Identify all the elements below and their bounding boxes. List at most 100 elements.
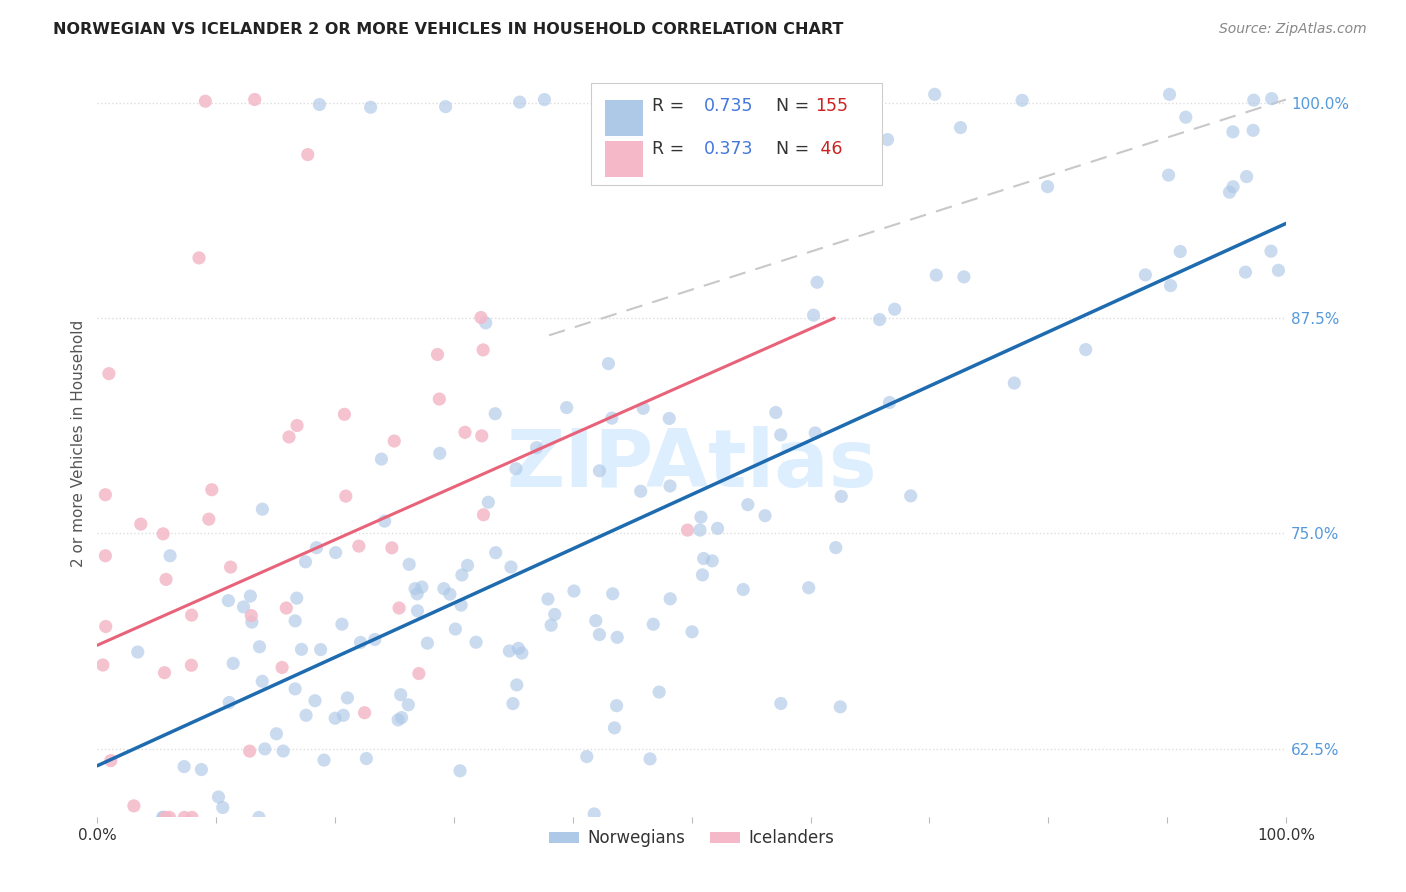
Point (388, 601, 411, 615)
Point (526, 441, 548, 455)
Point (1234, 265, 1257, 279)
Point (276, 601, 298, 615)
Point (606, 698, 628, 713)
Point (152, 810, 174, 824)
Point (336, 690, 359, 705)
Point (153, 665, 176, 680)
Point (659, 591, 682, 606)
Point (1236, 169, 1258, 184)
Point (426, 347, 449, 361)
Point (737, 498, 759, 512)
Point (824, 541, 846, 555)
Point (830, 489, 852, 503)
Point (1160, 278, 1182, 293)
Point (1002, 376, 1025, 390)
Point (485, 546, 508, 560)
Point (600, 411, 623, 425)
Point (471, 429, 494, 443)
Point (198, 512, 221, 526)
Point (308, 97, 330, 112)
Point (505, 461, 527, 475)
Point (271, 660, 294, 674)
Point (404, 582, 426, 596)
Point (537, 592, 560, 607)
Point (232, 599, 254, 614)
Point (285, 591, 308, 606)
Point (249, 640, 271, 654)
Point (173, 810, 195, 824)
Point (312, 753, 335, 767)
Point (94, 619, 117, 633)
Point (676, 523, 699, 537)
Point (555, 401, 578, 415)
Point (533, 93, 555, 107)
Point (382, 434, 405, 448)
Point (290, 642, 312, 657)
Point (1222, 125, 1244, 139)
Point (575, 749, 598, 764)
Point (803, 308, 825, 322)
Point (129, 517, 152, 532)
Point (706, 521, 728, 535)
Point (152, 526, 174, 541)
Point (876, 132, 898, 146)
Point (1218, 185, 1240, 199)
Point (439, 587, 461, 601)
Point (159, 549, 181, 563)
Point (1168, 244, 1191, 259)
Point (416, 636, 439, 650)
Point (1222, 179, 1244, 194)
Point (883, 302, 905, 317)
Point (323, 711, 346, 725)
Point (807, 90, 830, 104)
Point (690, 510, 713, 524)
Point (201, 483, 224, 497)
Point (406, 604, 429, 618)
Point (1241, 123, 1264, 137)
Point (451, 568, 474, 582)
Point (408, 666, 430, 681)
Point (1036, 179, 1059, 194)
Point (94, 549, 117, 563)
Point (472, 508, 495, 522)
Point (588, 627, 610, 641)
Point (278, 430, 301, 444)
Point (702, 554, 724, 568)
Point (94, 488, 117, 502)
Point (658, 411, 681, 425)
Point (506, 678, 529, 692)
Point (477, 495, 499, 509)
Point (733, 582, 755, 597)
Point (648, 685, 671, 699)
FancyBboxPatch shape (591, 84, 882, 185)
Point (925, 268, 948, 282)
Point (603, 721, 626, 735)
Point (449, 764, 471, 778)
Point (457, 558, 479, 573)
Point (472, 343, 495, 357)
Point (180, 608, 202, 623)
Point (562, 584, 585, 599)
Point (647, 118, 669, 132)
Text: ZIPAtlas: ZIPAtlas (506, 426, 877, 504)
Point (484, 407, 506, 421)
Point (188, 251, 211, 265)
Point (692, 551, 714, 566)
Text: R =: R = (652, 140, 690, 158)
Point (643, 617, 665, 632)
Point (349, 635, 371, 649)
Point (692, 567, 714, 582)
Point (97, 367, 120, 381)
Text: Source: ZipAtlas.com: Source: ZipAtlas.com (1219, 22, 1367, 37)
Point (295, 708, 318, 723)
Point (502, 697, 524, 711)
Point (285, 418, 308, 433)
Point (498, 644, 520, 658)
Point (252, 502, 274, 516)
Point (332, 708, 354, 723)
Point (1260, 244, 1282, 259)
Point (325, 546, 347, 560)
Point (271, 744, 294, 758)
Point (659, 479, 682, 493)
Point (429, 446, 451, 460)
